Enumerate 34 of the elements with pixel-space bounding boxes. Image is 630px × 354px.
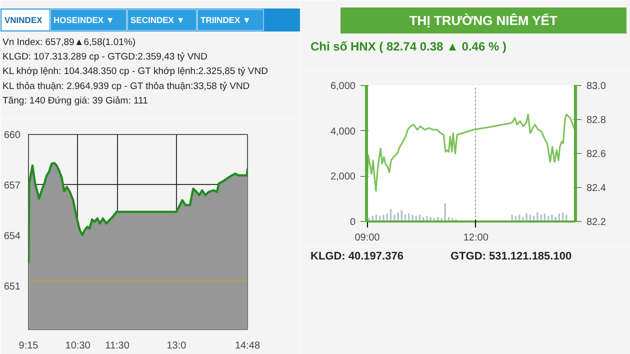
text: TRIINDEX ▼ <box>200 15 251 25</box>
text: VNINDEX <box>4 15 43 25</box>
chart-title: THỊ TRƯỜNG NIÊM YẾT <box>409 13 558 28</box>
y2-tick-label: 82.4 <box>586 183 606 194</box>
y-tick-label: 4,000 <box>330 126 356 138</box>
text: KL khớp lệnh: 104.348.350 cp - GT khớp lệnh:2.325,85 tỷ VND <box>2 66 268 78</box>
x-tick-label: 9:15 <box>18 340 39 352</box>
y-tick-label: 654 <box>4 230 21 242</box>
line-series <box>366 114 576 192</box>
chart-subtitle: Chỉ số HNX ( 82.74 0.38 ▲ 0.46 % ) <box>310 40 506 54</box>
text: KLGD: 107.313.289 cp - GTGD:2.359,43 tỷ VND <box>2 52 208 63</box>
text: HOSEINDEX ▼ <box>54 15 114 25</box>
text: KL thỏa thuận: 2.964.939 cp - GT thỏa thuận:33,58 tỷ VND <box>2 80 250 92</box>
y-tick-label: 651 <box>4 281 21 292</box>
y-tick-label: 660 <box>4 130 21 141</box>
x-tick-label: 10:30 <box>65 340 91 352</box>
text: GTGD: 531.121.185.100 <box>450 250 572 262</box>
y-tick-label: 657 <box>4 180 21 192</box>
y-tick-label: 0 <box>350 217 356 228</box>
x-tick-label: 12:00 <box>463 232 489 244</box>
y2-tick-label: 82.2 <box>586 217 606 228</box>
x-tick-label: 11:30 <box>105 340 130 352</box>
text: Tăng: 140 Đứng giá: 39 Giảm: 111 <box>2 95 148 106</box>
y2-tick-label: 82.6 <box>586 149 606 160</box>
text: KLGD: 40.197.376 <box>310 250 404 262</box>
y2-tick-label: 83.0 <box>586 81 606 92</box>
y-tick-label: 6,000 <box>330 81 356 92</box>
y2-tick-label: 82.8 <box>586 115 606 126</box>
x-tick-label: 14:48 <box>234 340 260 352</box>
y-tick-label: 2,000 <box>330 172 356 183</box>
text: SECINDEX ▼ <box>130 15 185 25</box>
text: Vn Index: 657,89▲6,58(1.01%) <box>2 37 136 48</box>
x-tick-label: 09:00 <box>354 232 380 244</box>
x-tick-label: 13:0 <box>166 340 187 352</box>
